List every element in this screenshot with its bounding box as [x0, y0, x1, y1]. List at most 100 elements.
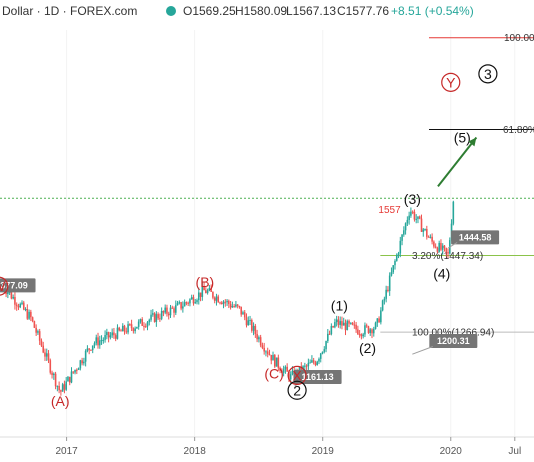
wave-label-circle [0, 276, 9, 296]
candle-body [337, 319, 340, 325]
candle-body [212, 291, 214, 298]
candle-body [374, 322, 377, 329]
candle-body [155, 314, 158, 322]
tag-connector [412, 346, 434, 355]
candle-body [330, 326, 333, 335]
candle-body [65, 381, 67, 390]
candle-body [190, 297, 193, 300]
candle-body [307, 362, 310, 367]
candle-body [282, 369, 285, 373]
candle-body [353, 324, 356, 326]
candle-body [410, 211, 412, 216]
candle-body [28, 311, 30, 319]
candle-body [40, 340, 43, 346]
candle-body [433, 241, 435, 247]
candle-body [406, 219, 409, 224]
candle-body [311, 360, 313, 363]
candle-body [312, 360, 315, 363]
wave-label: 3 [484, 66, 492, 82]
candle-body [74, 369, 76, 373]
candle-body [383, 298, 386, 301]
candle-body [323, 349, 326, 352]
candle-body [37, 331, 39, 333]
candle-body [256, 333, 258, 340]
candle-body [95, 337, 98, 344]
candle-body [182, 306, 184, 309]
candle-body [152, 313, 154, 315]
candle-body [279, 367, 281, 371]
candle-body [381, 300, 384, 311]
x-tick-label: 2019 [312, 446, 335, 457]
candle-body [426, 228, 428, 237]
candle-body [413, 211, 416, 220]
candle-body [309, 362, 311, 364]
candle-body [51, 372, 53, 376]
candle-body [408, 215, 410, 220]
candle-body [116, 327, 119, 339]
candle-body [164, 307, 166, 313]
candle-body [231, 306, 234, 308]
candle-body [125, 331, 128, 333]
wave-label: (B) [196, 274, 215, 290]
candle-body [44, 352, 46, 357]
status-dot-icon [166, 6, 176, 16]
wave-label-circle [287, 365, 307, 386]
candle-body [113, 332, 115, 336]
peak-price-label: 1557 [378, 205, 401, 216]
candle-body [102, 339, 105, 341]
candle-body [427, 236, 430, 238]
candle-body [339, 321, 341, 325]
candle-body [233, 306, 235, 308]
candle-body [58, 385, 60, 391]
candle-body [228, 300, 230, 305]
candle-body [360, 334, 363, 337]
candle-body [289, 374, 292, 380]
candle-body [258, 337, 260, 340]
candle-body [390, 272, 393, 276]
candle-body [249, 320, 251, 322]
candle-body [114, 335, 117, 339]
candle-body [121, 325, 124, 332]
candle-body [189, 299, 191, 304]
candle-body [194, 302, 197, 304]
candle-body [229, 304, 232, 308]
candle-body [35, 327, 37, 333]
candle-body [272, 354, 274, 361]
arrow-head-icon [468, 137, 477, 147]
candle-body [129, 324, 131, 326]
candle-body [26, 309, 29, 319]
candle-body [166, 307, 168, 314]
price-tag-label: 1444.58 [459, 232, 492, 242]
candle-body [150, 314, 152, 320]
candle-body [348, 320, 350, 324]
candle-body [385, 289, 387, 299]
candle-body [127, 324, 129, 333]
price-tag-label: 1377.09 [0, 280, 28, 290]
candle-body [304, 365, 306, 367]
candle-body [344, 322, 347, 331]
candle-body [81, 360, 83, 364]
low-value: L1567.13 [286, 4, 336, 18]
candle-body [411, 211, 414, 213]
candle-body [77, 368, 80, 371]
fib-label: 61.80% [503, 125, 534, 136]
wave-labels: W (A) (B) (C) X2 (1) (2) (3) (4) (5) Y 3 [0, 64, 498, 409]
wave-label-circle [287, 380, 307, 400]
candle-body [447, 252, 449, 254]
candle-body [362, 334, 364, 337]
price-tag-label: 1200.31 [437, 336, 470, 346]
candle-body [45, 353, 48, 357]
candle-body [10, 291, 13, 299]
candle-body [70, 371, 73, 383]
candle-body [97, 337, 99, 346]
candle-body [261, 345, 264, 348]
candle-body [387, 289, 389, 291]
candle-body [173, 308, 175, 313]
candle-body [265, 351, 267, 353]
candle-body [143, 325, 145, 327]
x-tick-label: Jul [508, 446, 521, 457]
candle-body [452, 201, 455, 224]
close-value: C1577.76 [337, 4, 389, 18]
price-tag [451, 230, 500, 245]
